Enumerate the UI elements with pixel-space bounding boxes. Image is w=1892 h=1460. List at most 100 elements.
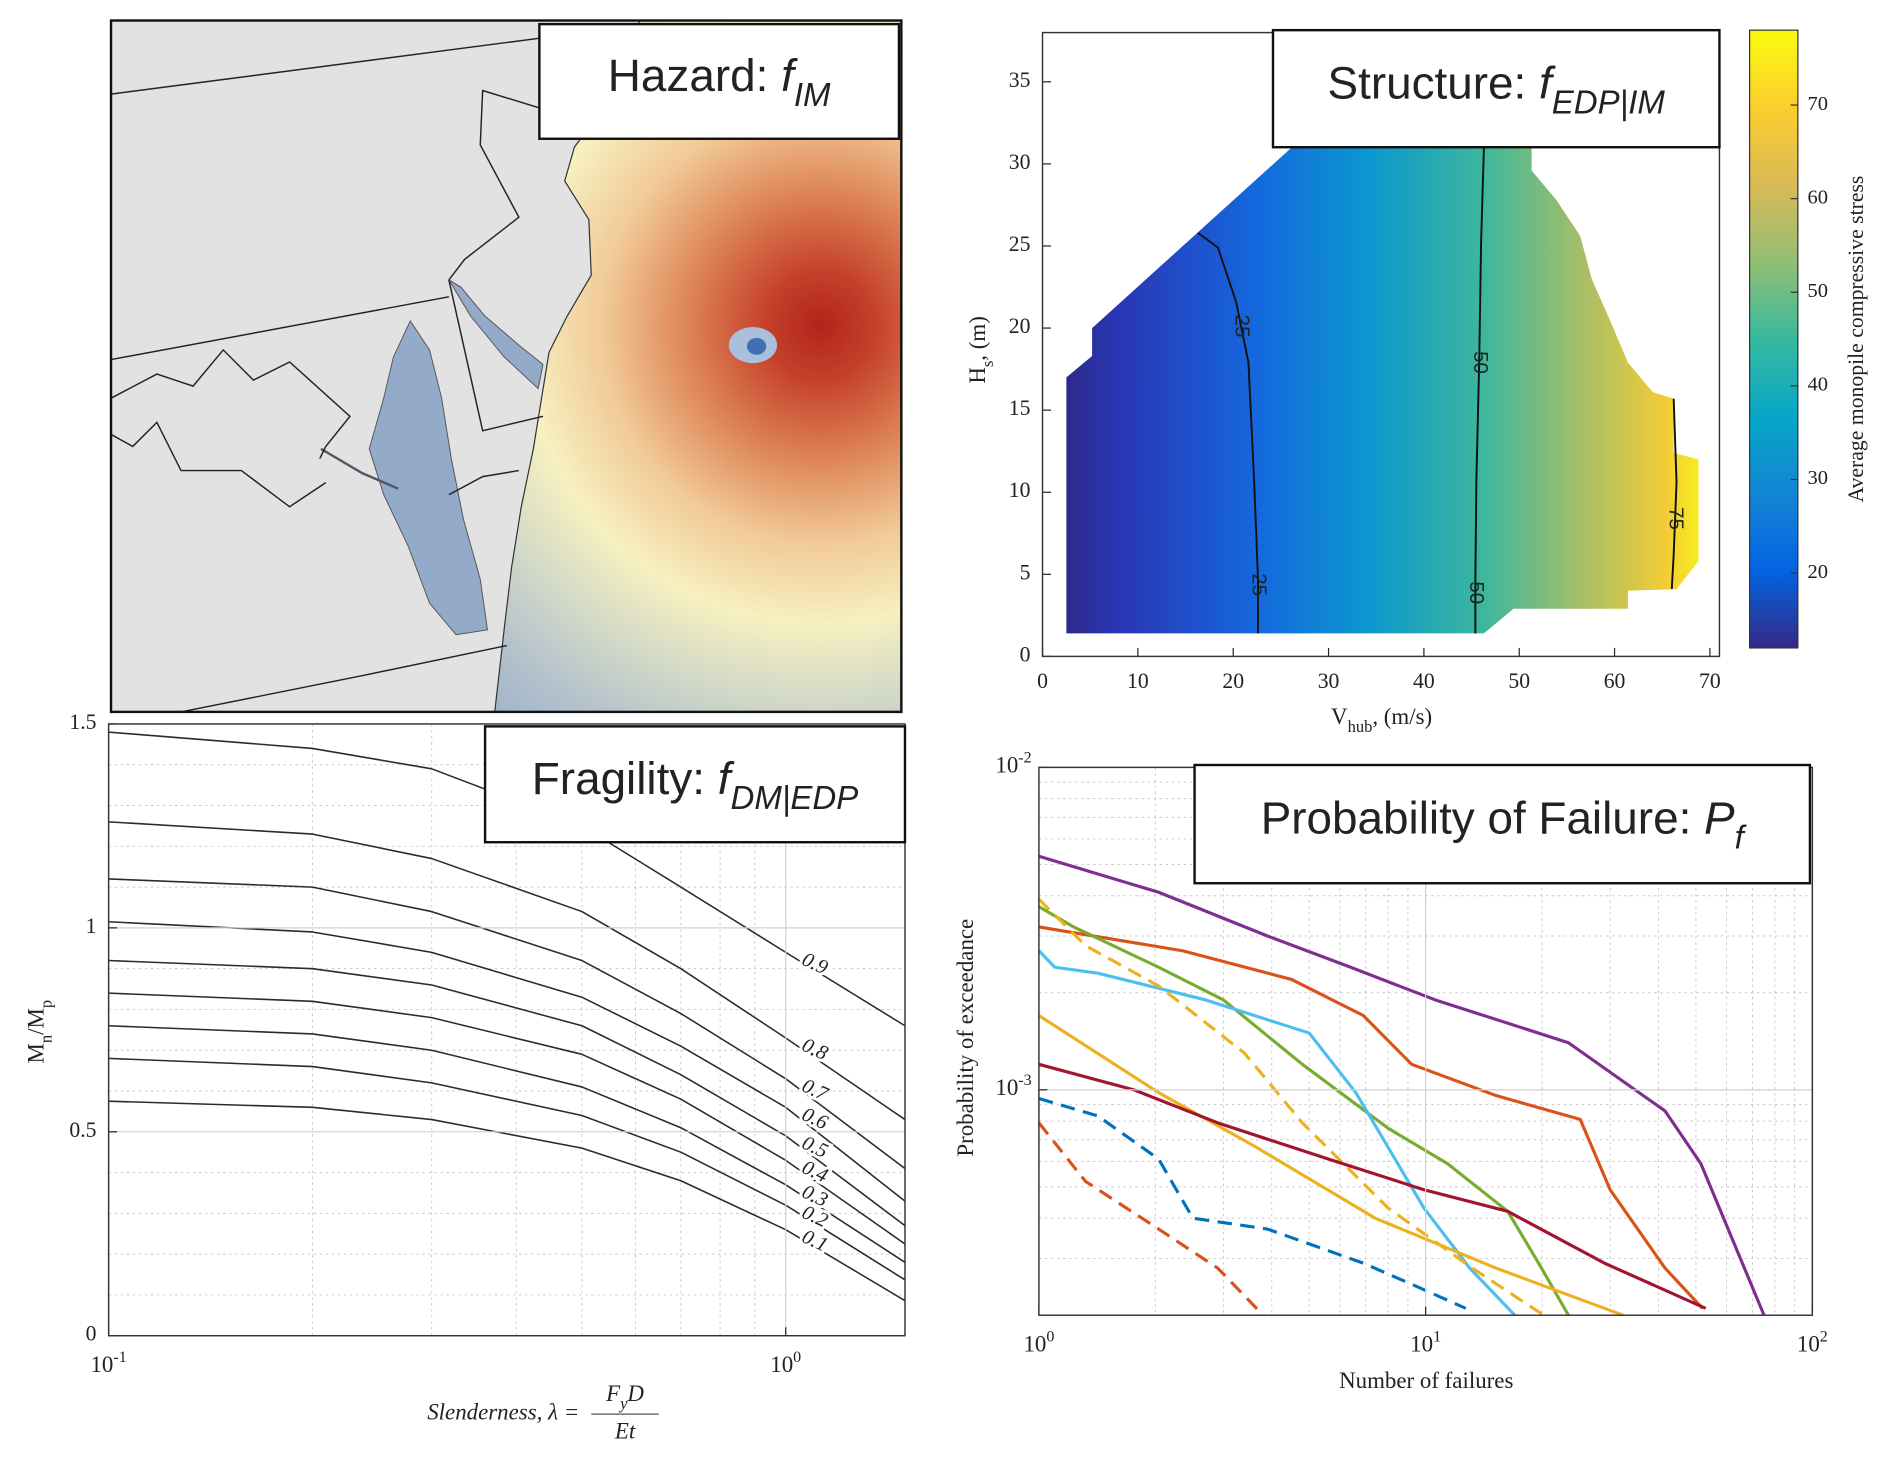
x-tick-label: 100 — [770, 1349, 801, 1377]
y-tick-label: 0.5 — [69, 1118, 96, 1142]
chart-title-part: f — [718, 752, 735, 804]
series-line — [1037, 1121, 1265, 1317]
y-tick-label: 5 — [1020, 560, 1031, 584]
x-tick-label-part: 2 — [1820, 1329, 1828, 1346]
colorbar-tick-label: 40 — [1808, 374, 1829, 396]
colorbar-tick-label: 70 — [1808, 93, 1829, 115]
y-tick-label: 10-2 — [995, 750, 1031, 778]
y-tick-label-part: 10 — [995, 1075, 1018, 1100]
colorbar-label: Average monopile compressive stress — [1844, 176, 1868, 503]
y-axis-label-part: , (m) — [965, 316, 990, 361]
y-tick-label: 0 — [1020, 642, 1031, 666]
x-axis-label-numerator-part: D — [626, 1381, 644, 1406]
chart-title-part: Structure: — [1328, 56, 1539, 108]
x-tick-label: 40 — [1413, 669, 1435, 693]
panel: 0.90.80.70.60.50.40.30.20.110-1 10000.511… — [24, 710, 907, 1444]
x-tick-label: 101 — [1410, 1329, 1441, 1357]
series-line — [1038, 1096, 1467, 1310]
x-tick-label: 102 — [1797, 1329, 1828, 1357]
x-tick-label-part: 10 — [1023, 1332, 1046, 1357]
x-axis-label: Slenderness, λ = — [427, 1399, 579, 1424]
bay — [448, 279, 544, 390]
x-axis-label-part: V — [1331, 704, 1348, 729]
x-tick-label: 60 — [1604, 669, 1626, 693]
x-tick-label-part: -1 — [113, 1349, 126, 1366]
title-box — [1193, 763, 1812, 885]
chart-title-part: Hazard: — [608, 49, 781, 101]
x-tick-label: 20 — [1222, 669, 1244, 693]
chart-title-part: DM|EDP — [731, 779, 859, 816]
x-tick-label: 50 — [1508, 669, 1530, 693]
y-tick-label: 35 — [1009, 68, 1031, 92]
series-line — [1038, 905, 1570, 1316]
x-axis-label-denominator: Et — [614, 1419, 636, 1444]
y-tick-label: 15 — [1009, 396, 1031, 420]
y-tick-label: 1.5 — [69, 710, 96, 734]
series-line — [1037, 898, 1545, 1317]
title-box — [1271, 28, 1721, 149]
x-axis-label-part: , (m/s) — [1372, 704, 1432, 729]
x-axis-label: Vhub, (m/s) — [1331, 704, 1432, 736]
x-axis-label: Number of failures — [1339, 1368, 1513, 1393]
colorbar-tick-label: 50 — [1808, 280, 1829, 302]
y-axis-label-part: n — [37, 1035, 56, 1043]
y-tick-label: 10-3 — [995, 1072, 1031, 1100]
y-axis-label-part: s — [978, 361, 997, 367]
colorbar-tick-label: 20 — [1808, 561, 1829, 583]
x-tick-label: 0 — [1037, 669, 1048, 693]
y-axis-label-part: M — [24, 1043, 49, 1063]
y-tick-label: 10 — [1009, 478, 1031, 502]
x-tick-label-part: 10 — [1797, 1332, 1820, 1357]
y-axis-label: Probability of exceedance — [953, 919, 978, 1157]
contour-label: 25 — [1248, 573, 1271, 596]
x-tick-label-part: 10 — [1410, 1332, 1433, 1357]
chart-title-part: P — [1704, 792, 1735, 844]
colorbar-tick-label: 60 — [1808, 186, 1829, 208]
x-tick-label: 10 — [1127, 669, 1149, 693]
y-axis-label: Mn/Mp — [24, 1000, 56, 1064]
x-axis-label-numerator: FyD — [605, 1381, 644, 1413]
bay — [368, 319, 489, 636]
series-line — [1038, 1062, 1707, 1310]
contour-label: 50 — [1469, 351, 1492, 374]
x-tick-label: 10-1 — [90, 1349, 126, 1377]
series-line — [1038, 1014, 1624, 1317]
chart-title: Structure: fEDP|IM — [1328, 56, 1666, 120]
x-tick-label: 100 — [1023, 1329, 1054, 1357]
chart-title: Fragility: fDM|EDP — [532, 752, 858, 816]
y-tick-label: 20 — [1009, 314, 1031, 338]
x-tick-label-part: 1 — [1433, 1329, 1441, 1346]
contour-label: 75 — [1665, 507, 1688, 530]
chart-title-part: f — [781, 49, 798, 101]
contour-line — [1670, 398, 1678, 590]
y-axis-label-part: /M — [24, 1008, 49, 1035]
storm-eye — [746, 337, 767, 355]
x-axis-label-numerator-part: F — [605, 1381, 621, 1406]
x-tick-label-part: 10 — [90, 1352, 113, 1377]
river — [320, 447, 399, 490]
x-tick-label: 70 — [1699, 669, 1721, 693]
title-box — [538, 22, 901, 140]
plot-frame — [107, 723, 906, 1337]
colorbar — [1749, 29, 1799, 649]
x-axis-label-numerator-part: y — [618, 1394, 628, 1413]
y-tick-label-part: 10 — [995, 753, 1018, 778]
series-line — [1038, 925, 1704, 1310]
state-borders — [111, 35, 562, 712]
y-axis-label-part: p — [37, 1000, 56, 1008]
map-frame — [109, 19, 903, 714]
x-tick-label-part: 0 — [793, 1349, 801, 1366]
chart-title: Hazard: fIM — [608, 49, 831, 113]
x-tick-label: 30 — [1318, 669, 1340, 693]
y-tick-label: 0 — [86, 1322, 97, 1346]
chart-title-part: f — [1539, 56, 1556, 108]
contour-line — [1197, 232, 1259, 634]
panel: Hazard: fIM — [538, 22, 901, 140]
x-tick-label-part: 10 — [770, 1352, 793, 1377]
y-tick-label-part: -3 — [1018, 1072, 1031, 1089]
chart-title: Probability of Failure: Pf — [1261, 792, 1748, 856]
y-axis-label-part: H — [965, 367, 990, 384]
